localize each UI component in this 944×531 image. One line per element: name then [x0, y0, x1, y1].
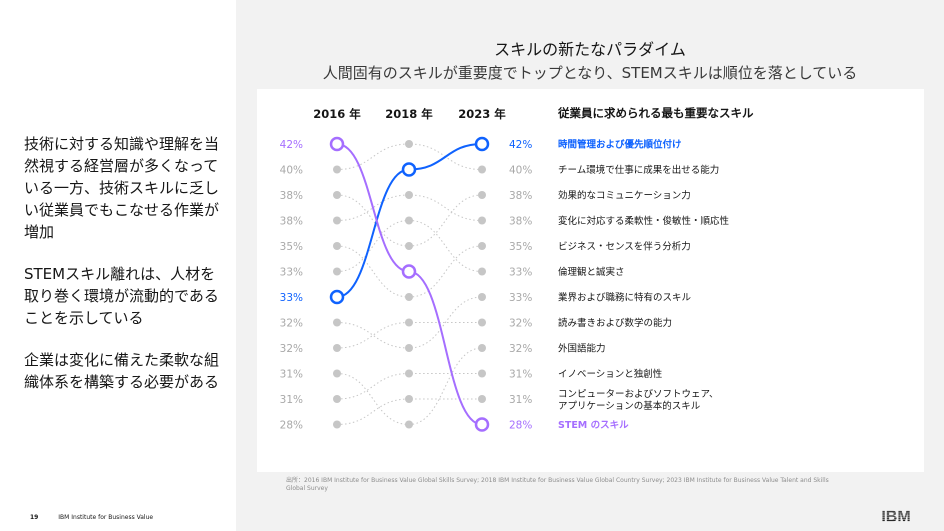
rank-dot	[405, 216, 413, 225]
rank-dot	[333, 267, 341, 276]
slope-chart: 2016 年 2018 年 2023 年 従業員に求められる最も重要なスキル 42% 40…	[280, 106, 754, 432]
skill-label: チーム環境で仕事に成果を出せる能力	[558, 164, 719, 176]
bullet-text-1: 技術に対する知識や理解を当然視する経営層が多くなっている一方、技術スキルに乏しい…	[24, 135, 220, 241]
left-value-label: 32%	[280, 343, 303, 355]
left-value-label: 31%	[280, 394, 303, 406]
rank-dot	[405, 369, 413, 378]
year-header-3: 2023 年	[458, 107, 506, 121]
right-value-label: 28%	[509, 420, 532, 432]
left-value-label: 40%	[280, 165, 303, 177]
right-value-label: 40%	[509, 165, 532, 177]
highlight-dot	[401, 162, 417, 177]
year-header-1: 2016 年	[313, 107, 361, 121]
left-value-label: 31%	[280, 369, 303, 381]
rank-dot	[478, 318, 486, 327]
rank-dot	[478, 293, 486, 301]
rank-line-9	[336, 373, 482, 400]
rank-line-3	[336, 194, 483, 221]
rank-dot	[333, 191, 341, 199]
chart-card: 2016 年 2018 年 2023 年 従業員に求められる最も重要なスキル 42% 40…	[257, 89, 924, 472]
rank-dot	[405, 191, 413, 199]
ibm-logo-icon: IBM	[881, 509, 910, 526]
chart-title: 従業員に求められる最も重要なスキル	[557, 106, 754, 120]
right-value-label: 33%	[509, 267, 532, 279]
rank-dot	[405, 242, 413, 250]
footer: 19 IBM Institute for Business Value	[30, 514, 153, 521]
page-title: スキルの新たなパラダイム	[494, 40, 686, 59]
right-value-label: 31%	[509, 394, 532, 406]
rank-line-7	[336, 322, 482, 349]
ibm-logo: IBM	[876, 507, 916, 528]
left-value-label: 38%	[280, 216, 303, 228]
footer-brand: IBM Institute for Business Value	[58, 514, 154, 521]
highlight-line-0	[336, 143, 483, 298]
rank-dot	[478, 191, 486, 199]
rank-dot	[333, 216, 341, 225]
right-value-label: 38%	[509, 216, 532, 228]
left-value-label: 28%	[280, 420, 303, 432]
right-value-label: 38%	[509, 190, 532, 202]
rank-line-6	[336, 296, 483, 349]
highlight-dot	[329, 136, 345, 152]
year-header-2: 2018 年	[385, 107, 433, 121]
bullet-text-2: STEMスキル離れは、人材を取り巻く環境が流動的であることを示している	[24, 265, 219, 327]
rank-dot	[478, 395, 486, 403]
skill-label: 変化に対応する柔軟性・俊敏性・順応性	[558, 215, 730, 227]
rank-dot	[333, 344, 341, 352]
right-value-label: 35%	[509, 241, 532, 253]
left-value-label: 38%	[280, 190, 303, 202]
rank-line-1	[336, 143, 483, 170]
page-subtitle: 人間固有のスキルが重要度でトップとなり、STEMスキルは順位を落としている	[322, 64, 858, 82]
skill-label: 時間管理および優先順位付け	[558, 139, 682, 151]
left-panel: 技術に対する知識や理解を当然視する経営層が多くなっている一方、技術スキルに乏しい…	[0, 0, 236, 531]
page-number: 19	[30, 514, 39, 521]
skill-label: 業界および職務に特有のスキル	[558, 292, 692, 304]
rank-dot	[405, 293, 413, 301]
left-value-label: 33%	[280, 267, 303, 279]
rank-dot	[333, 369, 341, 378]
rank-dot	[333, 395, 341, 403]
left-value-label: 33%	[280, 292, 303, 304]
skill-label: 読み書きおよび数学の能力	[558, 317, 672, 329]
rank-dot	[405, 420, 413, 429]
left-value-label: 35%	[280, 241, 303, 253]
rank-dot	[333, 165, 341, 174]
highlight-dot	[401, 264, 417, 279]
left-value-label: 42%	[280, 139, 303, 151]
rank-dot	[405, 344, 413, 352]
right-value-label: 32%	[509, 343, 532, 355]
skill-label: 効果的なコミュニケーション力	[558, 190, 691, 202]
skill-label: STEM のスキル	[558, 420, 629, 431]
highlight-dot	[329, 289, 345, 305]
rank-dot	[333, 242, 341, 250]
rank-dot	[478, 242, 486, 250]
right-value-label: 33%	[509, 292, 532, 304]
rank-line-10	[336, 398, 482, 425]
skill-label: イノベーションと独創性	[558, 368, 663, 380]
skill-label: 倫理観と誠実さ	[558, 266, 625, 278]
highlight-dot	[474, 417, 490, 432]
rank-dot	[478, 344, 486, 352]
source-note: 出所：2016 IBM Institute for Business Value…	[286, 477, 829, 492]
skill-label: ビジネス・センスを伴う分析力	[558, 241, 691, 253]
rank-dot	[405, 318, 413, 327]
rank-dot	[405, 395, 413, 403]
highlight-dot	[474, 136, 490, 152]
right-value-label: 42%	[509, 139, 532, 151]
rank-dot	[478, 216, 486, 225]
rank-dot	[333, 318, 341, 327]
left-value-label: 32%	[280, 318, 303, 330]
bullet-text-3: 企業は変化に備えた柔軟な組織体系を構築する必要がある	[24, 351, 220, 391]
skill-label: 外国語能力	[558, 343, 606, 355]
rank-dot	[405, 140, 413, 148]
skill-label: コンピューターおよびソフトウェア、アプリケーションの基本的スキル	[558, 389, 719, 412]
rank-dot	[333, 420, 341, 429]
rank-dot	[478, 369, 486, 378]
rank-dot	[478, 267, 486, 276]
right-value-label: 31%	[509, 369, 532, 381]
rank-line-8	[336, 347, 483, 426]
rank-dot	[478, 165, 486, 174]
ibm-logo-text: IBM	[881, 509, 910, 525]
right-value-label: 32%	[509, 318, 532, 330]
